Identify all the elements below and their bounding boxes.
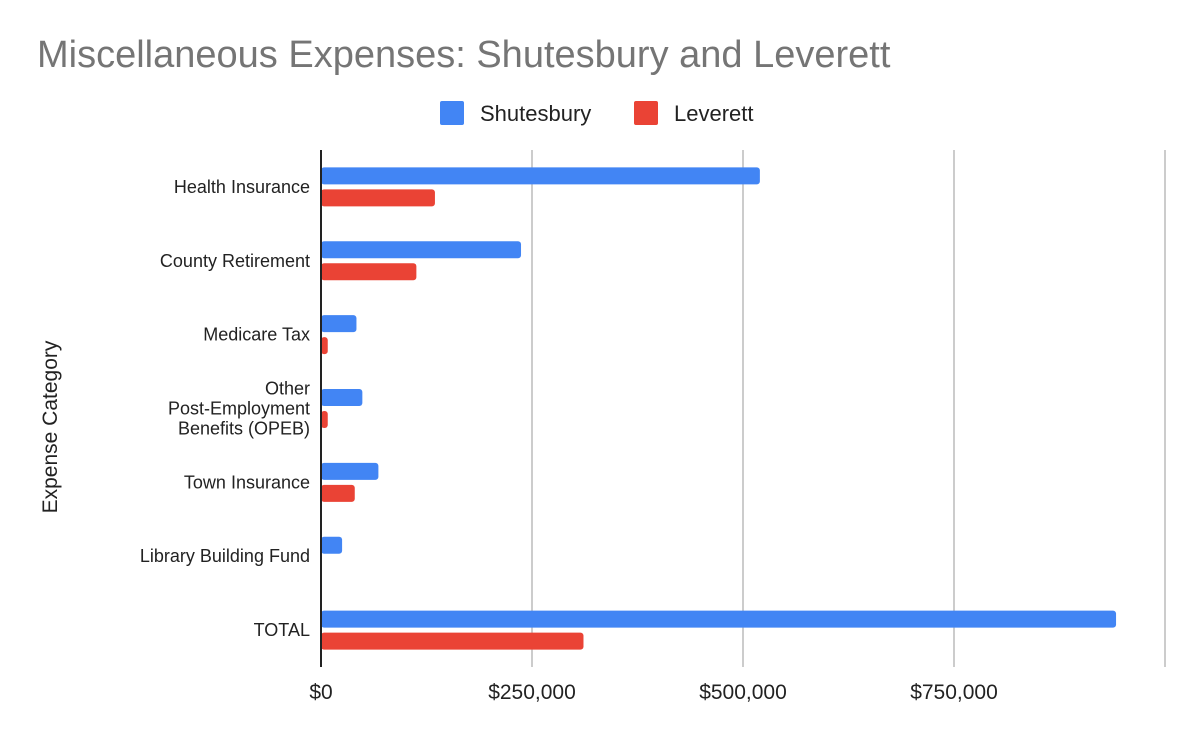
bar-shutesbury-1	[321, 241, 522, 259]
x-tick-label-2: $500,000	[699, 681, 787, 704]
x-tick-label-0: $0	[309, 681, 332, 704]
bar-shutesbury-3	[321, 389, 363, 406]
category-label-line: Other	[265, 379, 310, 399]
bar-leverett-1	[321, 263, 417, 281]
category-labels: Health Insurance County Retirement Medicar…	[140, 177, 310, 640]
legend-swatch-shutesbury	[440, 101, 464, 125]
category-label-line: Town Insurance	[184, 472, 310, 492]
category-label-line: Library Building Fund	[140, 546, 310, 566]
category-label-line: Benefits (OPEB)	[178, 419, 310, 439]
category-label-2: Medicare Tax	[203, 325, 310, 345]
bar-leverett-0	[321, 189, 435, 207]
category-label-1: County Retirement	[160, 251, 310, 271]
category-label-5: Library Building Fund	[140, 546, 310, 566]
bar-shutesbury-2	[321, 315, 357, 333]
bar-shutesbury-6	[321, 610, 1117, 628]
bar-leverett-3	[321, 411, 328, 428]
bar-leverett-4	[321, 484, 355, 502]
chart-title: Miscellaneous Expenses: Shutesbury and L…	[37, 34, 891, 76]
bar-leverett-6	[321, 632, 584, 650]
legend: Shutesbury Leverett	[440, 101, 754, 126]
category-label-line: Post-Employment	[168, 399, 310, 419]
legend-label-shutesbury: Shutesbury	[480, 101, 591, 126]
category-label-line: Medicare Tax	[203, 325, 310, 345]
category-label-3: Other Post-Employment Benefits (OPEB)	[168, 379, 310, 439]
category-label-line: TOTAL	[254, 620, 310, 640]
category-label-line: Health Insurance	[174, 177, 310, 197]
x-tick-label-1: $250,000	[488, 681, 576, 704]
bar-shutesbury-5	[321, 536, 343, 554]
x-tick-label-3: $750,000	[910, 681, 998, 704]
bar-shutesbury-4	[321, 462, 379, 480]
category-label-0: Health Insurance	[174, 177, 310, 197]
x-tick-labels: $0 $250,000 $500,000 $750,000	[309, 681, 997, 704]
bar-leverett-2	[321, 337, 328, 355]
category-label-6: TOTAL	[254, 620, 310, 640]
legend-swatch-leverett	[634, 101, 658, 125]
category-label-4: Town Insurance	[184, 472, 310, 492]
bar-shutesbury-0	[321, 167, 760, 185]
gridlines	[531, 150, 1166, 667]
legend-label-leverett: Leverett	[674, 101, 754, 126]
bars	[320, 150, 1117, 667]
category-label-line: County Retirement	[160, 251, 310, 271]
y-axis-title: Expense Category	[39, 340, 62, 513]
